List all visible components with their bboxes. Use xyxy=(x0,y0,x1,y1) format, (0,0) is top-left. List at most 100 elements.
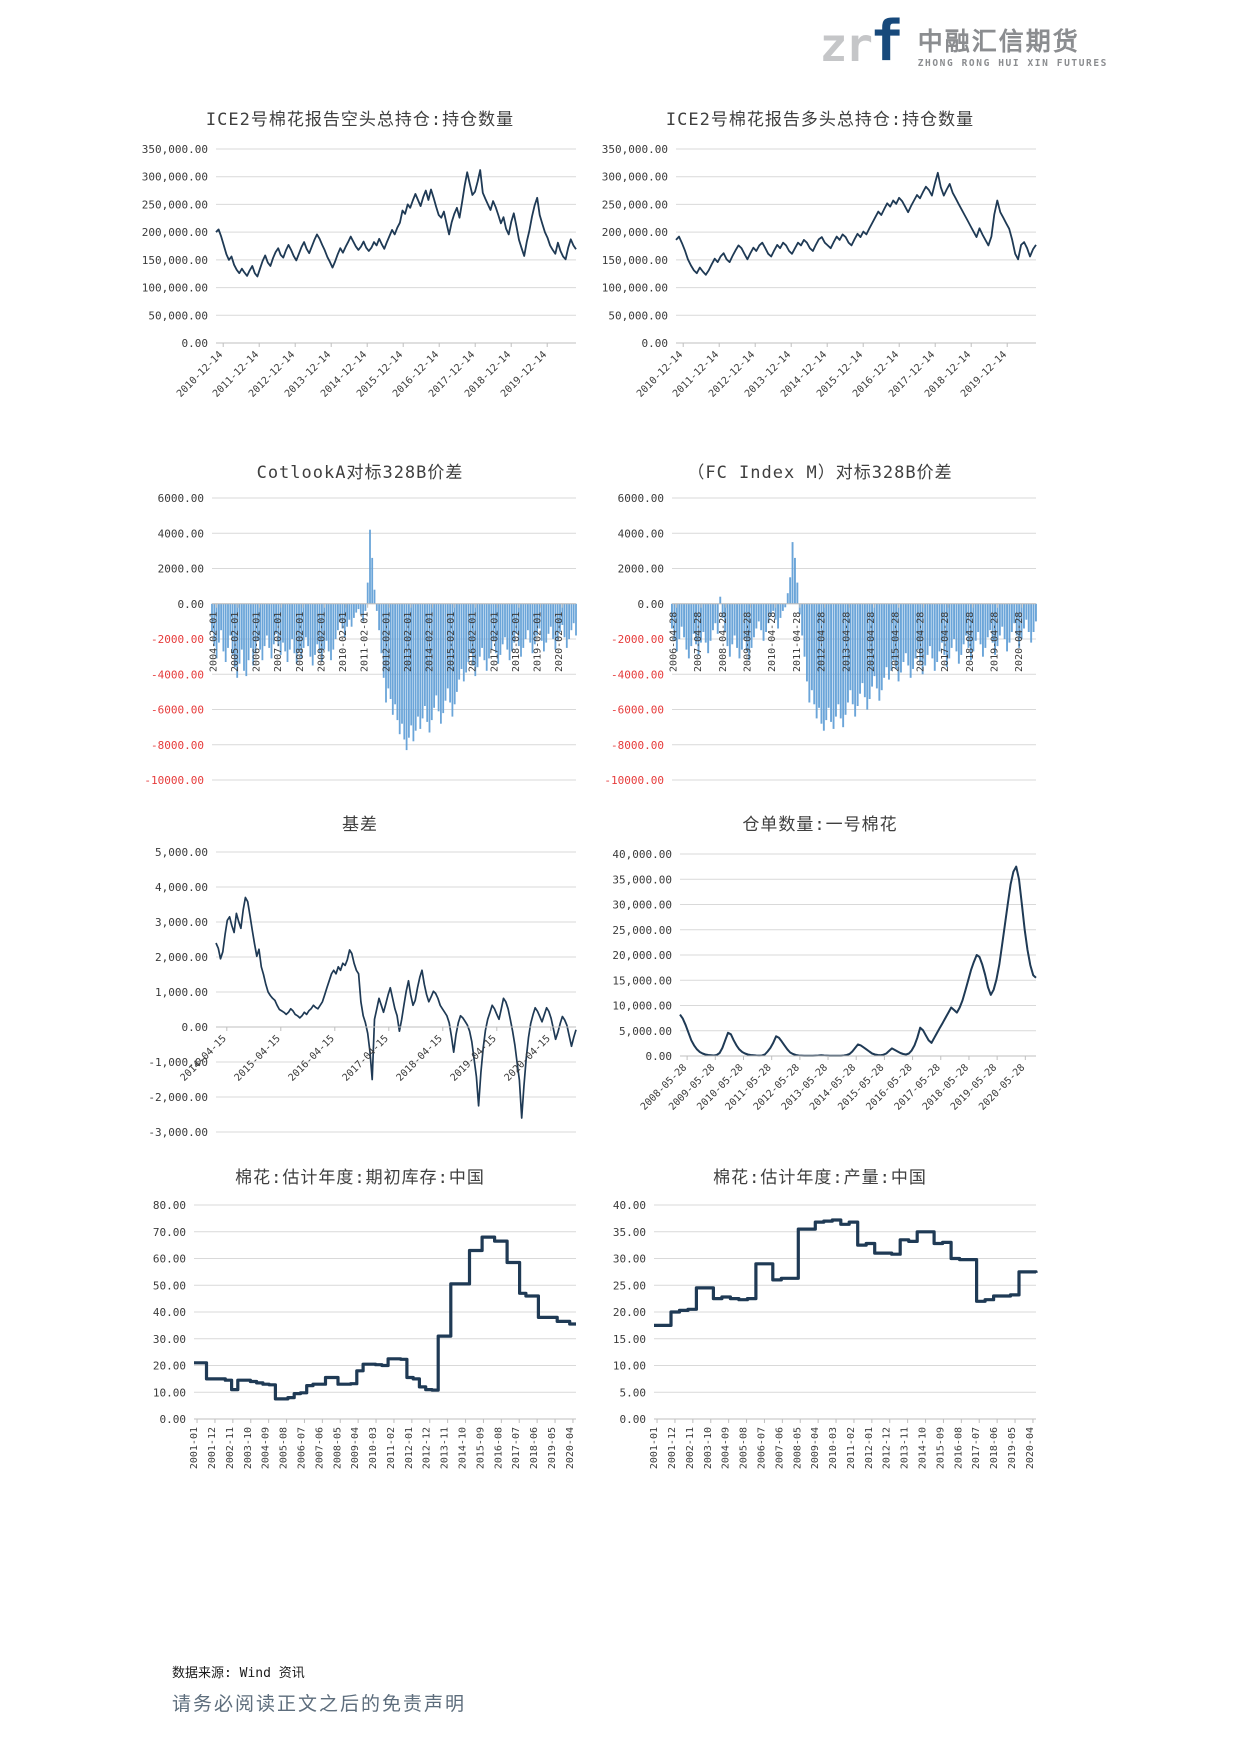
svg-text:2018-04-28: 2018-04-28 xyxy=(965,612,976,672)
svg-text:10.00: 10.00 xyxy=(613,1360,646,1373)
svg-text:2016-04-15: 2016-04-15 xyxy=(287,1033,337,1083)
logo: zr f 中融汇信期货 ZHONG RONG HUI XIN FUTURES xyxy=(819,14,1108,72)
svg-text:2017-04-28: 2017-04-28 xyxy=(940,612,951,672)
svg-text:-2000.00: -2000.00 xyxy=(151,633,204,646)
footer-disclaimer: 请务必阅读正文之后的免责声明 xyxy=(172,1693,467,1715)
svg-text:2014-10: 2014-10 xyxy=(918,1427,929,1469)
bar-plot: -10000.00 -8000.00 -6000.00 -4000.00 -2000.0… xyxy=(144,492,577,787)
svg-text:40,000.00: 40,000.00 xyxy=(612,848,672,861)
svg-text:150,000.00: 150,000.00 xyxy=(142,254,208,267)
logo-zr-text: zr xyxy=(819,18,873,72)
svg-text:2006-02-01: 2006-02-01 xyxy=(252,612,263,672)
svg-text:2008-02-01: 2008-02-01 xyxy=(295,612,306,672)
svg-text:2012-01: 2012-01 xyxy=(864,1427,875,1469)
footer: 数据来源: Wind 资讯 请务必阅读正文之后的免责声明 xyxy=(172,1662,466,1716)
svg-text:2009-04-28: 2009-04-28 xyxy=(743,612,754,672)
svg-text:2018-06: 2018-06 xyxy=(529,1427,540,1469)
svg-text:6000.00: 6000.00 xyxy=(618,492,664,505)
svg-text:2016-08: 2016-08 xyxy=(953,1427,964,1469)
svg-text:2009-02-01: 2009-02-01 xyxy=(316,612,327,672)
svg-text:350,000.00: 350,000.00 xyxy=(142,143,208,156)
svg-text:2017-04-15: 2017-04-15 xyxy=(341,1033,391,1083)
chart-title: CotlookA对标328B价差 xyxy=(256,463,464,483)
svg-text:2007-04-28: 2007-04-28 xyxy=(693,612,704,672)
logo-en-name: ZHONG RONG HUI XIN FUTURES xyxy=(917,57,1108,69)
svg-text:-4000.00: -4000.00 xyxy=(151,668,204,681)
svg-text:300,000.00: 300,000.00 xyxy=(142,171,208,184)
svg-text:2014-02-01: 2014-02-01 xyxy=(425,612,436,672)
svg-text:100,000.00: 100,000.00 xyxy=(602,282,668,295)
svg-text:250,000.00: 250,000.00 xyxy=(142,198,208,211)
svg-text:2018-02-01: 2018-02-01 xyxy=(511,612,522,672)
svg-text:250,000.00: 250,000.00 xyxy=(602,198,668,211)
svg-text:30.00: 30.00 xyxy=(153,1333,186,1346)
svg-text:-10000.00: -10000.00 xyxy=(144,774,204,787)
svg-text:35.00: 35.00 xyxy=(613,1226,646,1239)
svg-text:2006-07: 2006-07 xyxy=(757,1427,768,1469)
chart-cotlooka-vs-328b-spread: CotlookA对标328B价差 -10000.00 -8000.00 -6000.… xyxy=(140,458,580,788)
svg-text:6000.00: 6000.00 xyxy=(158,492,204,505)
svg-text:10.00: 10.00 xyxy=(153,1386,186,1399)
svg-text:300,000.00: 300,000.00 xyxy=(602,171,668,184)
svg-text:-6000.00: -6000.00 xyxy=(151,704,204,717)
svg-text:2017-07: 2017-07 xyxy=(971,1427,982,1469)
logo-names: 中融汇信期货 ZHONG RONG HUI XIN FUTURES xyxy=(918,22,1108,69)
svg-text:70.00: 70.00 xyxy=(153,1226,186,1239)
svg-text:10,000.00: 10,000.00 xyxy=(612,1000,672,1013)
svg-text:2013-11: 2013-11 xyxy=(900,1427,911,1469)
svg-text:2011-02: 2011-02 xyxy=(846,1427,857,1469)
svg-text:2014-04-28: 2014-04-28 xyxy=(866,612,877,672)
svg-text:2012-02-01: 2012-02-01 xyxy=(381,612,392,672)
svg-text:2007-06: 2007-06 xyxy=(314,1427,325,1469)
svg-text:2003-10: 2003-10 xyxy=(703,1427,714,1469)
svg-text:2006-07: 2006-07 xyxy=(297,1427,308,1469)
svg-text:2016-08: 2016-08 xyxy=(493,1427,504,1469)
svg-text:2015-02-01: 2015-02-01 xyxy=(446,612,457,672)
svg-text:50.00: 50.00 xyxy=(153,1279,186,1292)
svg-text:2019-02-01: 2019-02-01 xyxy=(533,612,544,672)
svg-text:2001-01: 2001-01 xyxy=(189,1427,200,1469)
svg-text:2008-05: 2008-05 xyxy=(792,1427,803,1469)
svg-text:2002-11: 2002-11 xyxy=(225,1427,236,1469)
svg-text:35,000.00: 35,000.00 xyxy=(612,873,672,886)
svg-text:-3,000.00: -3,000.00 xyxy=(148,1126,208,1139)
svg-text:2010-04-28: 2010-04-28 xyxy=(767,612,778,672)
svg-text:15.00: 15.00 xyxy=(613,1333,646,1346)
svg-text:2010-03: 2010-03 xyxy=(368,1427,379,1469)
bar-plot: -10000.00 -8000.00 -6000.00 -4000.00 -2000.0… xyxy=(604,492,1037,787)
svg-text:0.00: 0.00 xyxy=(642,337,669,350)
svg-text:25,000.00: 25,000.00 xyxy=(612,924,672,937)
svg-text:2011-02-01: 2011-02-01 xyxy=(360,612,371,672)
line-plot: -3,000.00 -2,000.00 -1,000.00 0.00 1,000.00 2… xyxy=(148,846,577,1139)
svg-text:2007-06: 2007-06 xyxy=(774,1427,785,1469)
svg-text:2019-05: 2019-05 xyxy=(1007,1427,1018,1469)
svg-text:60.00: 60.00 xyxy=(153,1253,186,1266)
svg-text:2012-01: 2012-01 xyxy=(404,1427,415,1469)
svg-text:2015-09: 2015-09 xyxy=(475,1427,486,1469)
chart-title: 基差 xyxy=(342,815,378,835)
svg-text:2020-02-01: 2020-02-01 xyxy=(554,612,565,672)
chart-basis: 基差 -3,000.00 -2,000.00 -1,000.00 0.00 1,000.… xyxy=(140,810,580,1140)
svg-text:5,000.00: 5,000.00 xyxy=(619,1025,672,1038)
svg-text:4000.00: 4000.00 xyxy=(158,527,204,540)
svg-text:2005-08: 2005-08 xyxy=(739,1427,750,1469)
svg-text:2009-04: 2009-04 xyxy=(350,1427,361,1469)
chart-title: ICE2号棉花报告空头总持仓:持仓数量 xyxy=(205,110,515,130)
svg-text:2004-09: 2004-09 xyxy=(721,1427,732,1469)
svg-text:2007-02-01: 2007-02-01 xyxy=(273,612,284,672)
svg-text:20,000.00: 20,000.00 xyxy=(612,949,672,962)
step-plot: 0.00 5.00 10.00 15.00 20.00 25.00 30.00 35.00 40… xyxy=(613,1199,1038,1469)
footer-source: 数据来源: Wind 资讯 xyxy=(172,1666,305,1681)
chart-title: （FC Index M）对标328B价差 xyxy=(687,463,953,483)
svg-text:2010-03: 2010-03 xyxy=(828,1427,839,1469)
svg-text:2019-05: 2019-05 xyxy=(547,1427,558,1469)
chart-ice2-long-total-positions: ICE2号棉花报告多头总持仓:持仓数量 0.00 50,000.00 100,000… xyxy=(600,105,1040,415)
svg-text:2013-11: 2013-11 xyxy=(440,1427,451,1469)
svg-text:5,000.00: 5,000.00 xyxy=(155,846,208,859)
svg-text:2009-04: 2009-04 xyxy=(810,1427,821,1469)
svg-text:2002-11: 2002-11 xyxy=(685,1427,696,1469)
svg-text:4,000.00: 4,000.00 xyxy=(155,881,208,894)
svg-text:20.00: 20.00 xyxy=(613,1306,646,1319)
svg-text:2008-05: 2008-05 xyxy=(332,1427,343,1469)
